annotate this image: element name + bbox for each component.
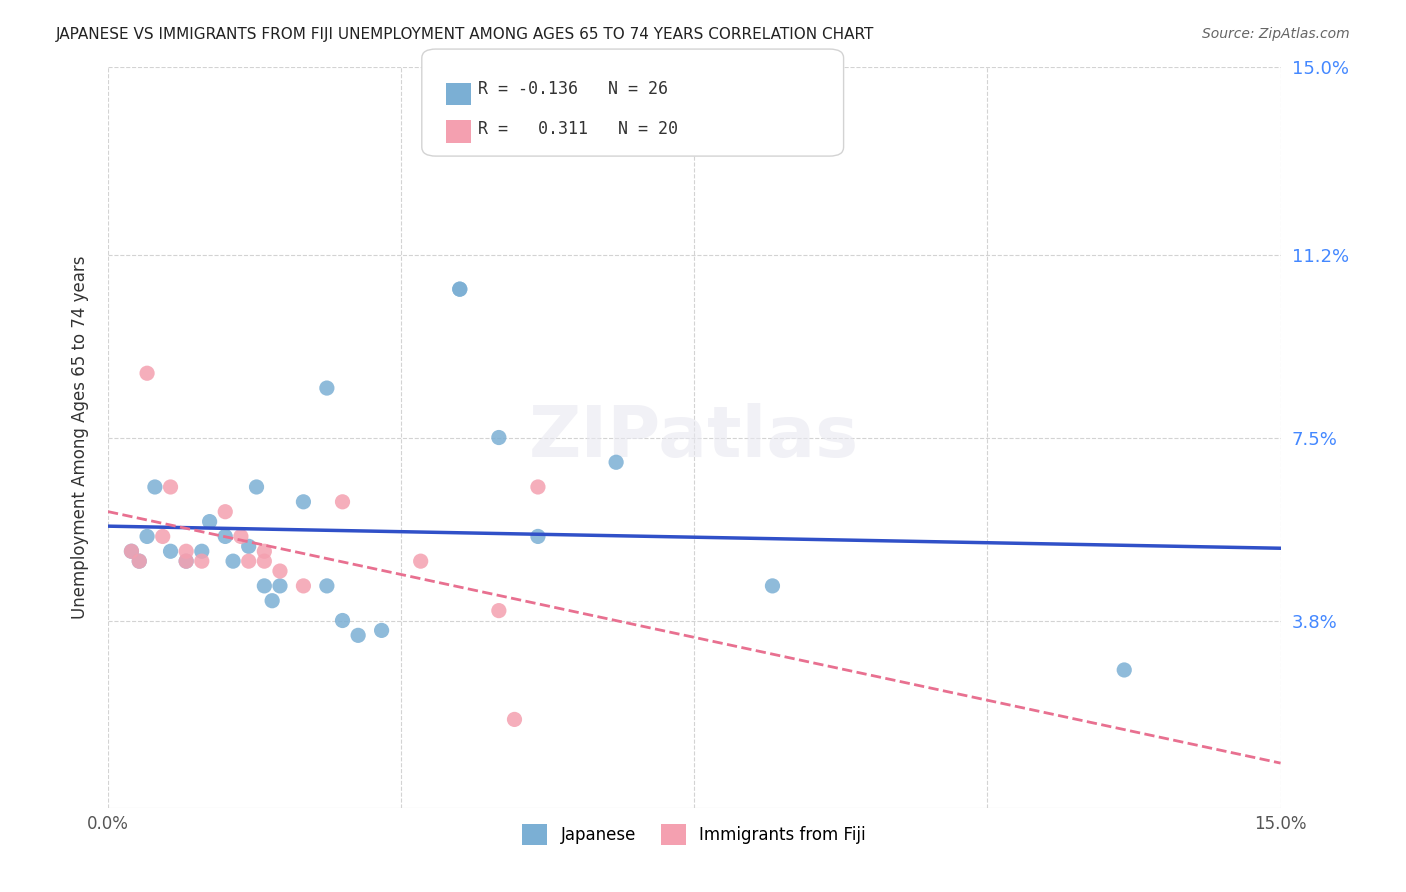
Point xyxy=(370,624,392,638)
Text: ZIPatlas: ZIPatlas xyxy=(529,403,859,472)
Legend: Japanese, Immigrants from Fiji: Japanese, Immigrants from Fiji xyxy=(523,824,866,845)
Text: JAPANESE VS IMMIGRANTS FROM FIJI UNEMPLOYMENT AMONG AGES 65 TO 74 YEARS CORRELAT: JAPANESE VS IMMIGRANTS FROM FIJI UNEMPLO… xyxy=(56,27,875,42)
Point xyxy=(253,579,276,593)
Point xyxy=(292,579,315,593)
Point xyxy=(332,614,354,628)
Y-axis label: Unemployment Among Ages 65 to 74 years: Unemployment Among Ages 65 to 74 years xyxy=(72,256,89,619)
Point xyxy=(527,529,550,543)
Point xyxy=(488,604,510,618)
Point xyxy=(229,529,252,543)
Point xyxy=(136,529,159,543)
Point xyxy=(214,505,236,519)
Point xyxy=(159,544,181,558)
Point xyxy=(315,381,337,395)
Point xyxy=(253,544,276,558)
Point xyxy=(174,554,197,568)
Point xyxy=(120,544,142,558)
Point xyxy=(238,539,260,553)
Point xyxy=(1114,663,1136,677)
Point xyxy=(214,529,236,543)
Point xyxy=(527,480,550,494)
Point xyxy=(332,495,354,509)
Point xyxy=(245,480,267,494)
Point xyxy=(253,554,276,568)
Point xyxy=(128,554,150,568)
Point xyxy=(262,593,284,607)
Point xyxy=(761,579,783,593)
Text: R =   0.311   N = 20: R = 0.311 N = 20 xyxy=(478,120,678,138)
Point xyxy=(269,564,291,578)
Point xyxy=(152,529,174,543)
Point xyxy=(120,544,142,558)
Point xyxy=(174,544,197,558)
Point xyxy=(449,282,471,296)
Point xyxy=(269,579,291,593)
Point xyxy=(605,455,627,469)
Text: R = -0.136   N = 26: R = -0.136 N = 26 xyxy=(478,80,668,98)
Point xyxy=(449,282,471,296)
Point xyxy=(315,579,337,593)
Point xyxy=(128,554,150,568)
Point xyxy=(222,554,245,568)
Point xyxy=(136,366,159,380)
Point xyxy=(238,554,260,568)
Point xyxy=(503,713,526,727)
Point xyxy=(347,628,370,642)
Point xyxy=(488,430,510,444)
Point xyxy=(191,544,214,558)
Point xyxy=(198,515,221,529)
Point xyxy=(191,554,214,568)
Point xyxy=(292,495,315,509)
Point xyxy=(409,554,432,568)
Point xyxy=(174,554,197,568)
Text: Source: ZipAtlas.com: Source: ZipAtlas.com xyxy=(1202,27,1350,41)
Point xyxy=(143,480,166,494)
Point xyxy=(159,480,181,494)
